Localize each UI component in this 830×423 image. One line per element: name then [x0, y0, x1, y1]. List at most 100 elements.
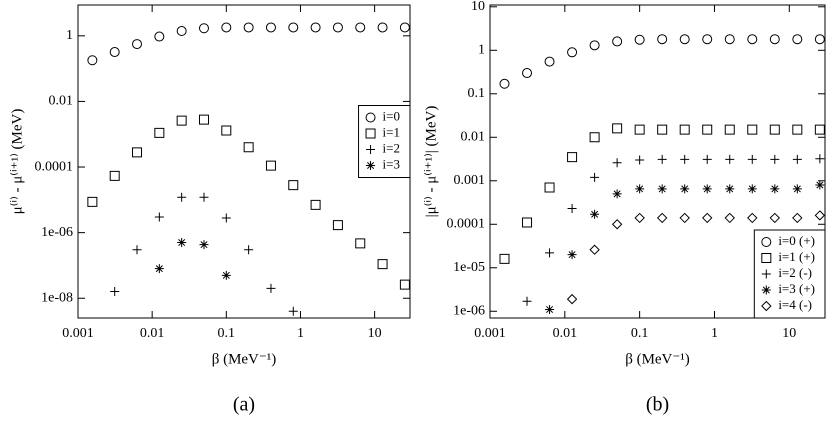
x-axis-title: β (MeV⁻¹) — [625, 351, 690, 367]
data-point — [154, 264, 164, 274]
data-point — [747, 212, 758, 224]
data-point — [221, 213, 231, 223]
data-point — [792, 34, 803, 45]
legend-label: i=1 (+) — [778, 249, 815, 264]
data-point — [747, 184, 757, 194]
x-tick-label: 0.01 — [140, 326, 165, 341]
legend-marker — [366, 161, 376, 170]
data-point — [154, 127, 165, 138]
data-point — [634, 124, 645, 135]
data-point — [545, 248, 555, 258]
y-tick-label: 0.0001 — [35, 159, 74, 174]
data-point — [567, 152, 578, 163]
data-point — [769, 212, 781, 224]
data-point — [522, 68, 533, 79]
data-point — [377, 259, 388, 270]
data-point — [589, 132, 600, 143]
data-point — [769, 124, 780, 135]
data-point — [724, 124, 735, 135]
data-point — [288, 180, 299, 191]
data-point — [266, 283, 276, 293]
legend-label: i=2 (-) — [778, 265, 812, 280]
data-point — [176, 115, 187, 126]
data-point — [634, 34, 645, 45]
data-point — [770, 184, 780, 194]
data-point — [657, 154, 667, 164]
legend: i=0i=1i=2i=3 — [358, 105, 411, 178]
y-tick-label: 0.1 — [468, 86, 486, 101]
data-point — [679, 212, 690, 224]
y-axis-title: |μ⁽ⁱ⁾ - μ⁽ⁱ⁺¹⁾| (MeV) — [423, 106, 439, 218]
data-point — [815, 180, 825, 190]
legend-marker — [761, 269, 771, 279]
data-point — [612, 36, 623, 47]
data-point — [657, 184, 667, 194]
x-tick-label: 0.001 — [62, 326, 94, 341]
data-point — [702, 34, 713, 45]
data-point — [154, 31, 165, 42]
y-tick-label: 1 — [478, 43, 485, 58]
data-point — [747, 124, 758, 135]
legend-marker — [761, 300, 772, 312]
data-point — [176, 26, 187, 37]
y-tick-label: 0.01 — [49, 94, 74, 109]
data-point — [109, 47, 120, 58]
data-point — [198, 23, 209, 34]
data-point — [724, 212, 735, 224]
data-point — [355, 238, 366, 249]
legend-label: i=3 (+) — [778, 281, 815, 296]
y-axis-title: μ⁽ⁱ⁾ - μ⁽ⁱ⁺¹⁾ (MeV) — [9, 109, 25, 215]
data-point — [814, 124, 825, 135]
legend-marker — [365, 128, 376, 139]
data-point — [399, 279, 410, 290]
data-point — [680, 154, 690, 164]
data-point — [611, 219, 623, 230]
data-point — [243, 142, 254, 153]
y-tick-label: 1e-05 — [453, 260, 485, 275]
data-point — [589, 244, 600, 255]
data-point — [747, 34, 758, 45]
legend-label: i=2 — [383, 140, 400, 155]
data-point — [132, 39, 143, 50]
data-point — [110, 287, 120, 297]
legend-marker — [366, 145, 376, 154]
data-point — [724, 34, 735, 45]
data-point — [567, 204, 577, 214]
plot-frame — [489, 4, 826, 319]
legend-marker — [761, 285, 771, 295]
y-tick-label: 1e-06 — [41, 225, 73, 240]
data-point — [522, 296, 532, 306]
data-point — [590, 209, 600, 219]
x-axis-title: β (MeV⁻¹) — [212, 351, 277, 367]
legend-label: i=0 — [383, 108, 400, 123]
y-tick-label: 0.01 — [461, 130, 486, 145]
data-point — [87, 55, 98, 66]
data-point — [288, 22, 299, 33]
data-point — [815, 154, 825, 164]
legend-label: i=1 — [383, 124, 400, 139]
data-point — [199, 240, 209, 250]
legend-label: i=3 — [383, 156, 400, 171]
y-tick-label: 0.001 — [454, 173, 486, 188]
data-point — [522, 217, 533, 228]
data-point — [310, 199, 321, 210]
x-tick-label: 10 — [782, 326, 796, 341]
data-point — [612, 158, 622, 168]
data-point — [499, 253, 510, 264]
data-point — [814, 210, 826, 221]
data-point — [544, 182, 555, 193]
data-point — [656, 212, 668, 224]
data-point — [566, 293, 578, 305]
legend-marker — [365, 112, 376, 123]
data-point — [221, 270, 231, 280]
data-point — [792, 154, 802, 164]
x-tick-label: 1 — [711, 326, 718, 341]
data-point — [657, 34, 668, 45]
data-point — [288, 306, 298, 316]
data-point — [132, 245, 142, 255]
data-point — [545, 304, 555, 314]
data-point — [702, 212, 713, 224]
data-point — [702, 124, 713, 135]
legend-marker — [761, 237, 772, 247]
legend: i=0 (+)i=1 (+)i=2 (-)i=3 (+)i=4 (-) — [753, 229, 826, 319]
